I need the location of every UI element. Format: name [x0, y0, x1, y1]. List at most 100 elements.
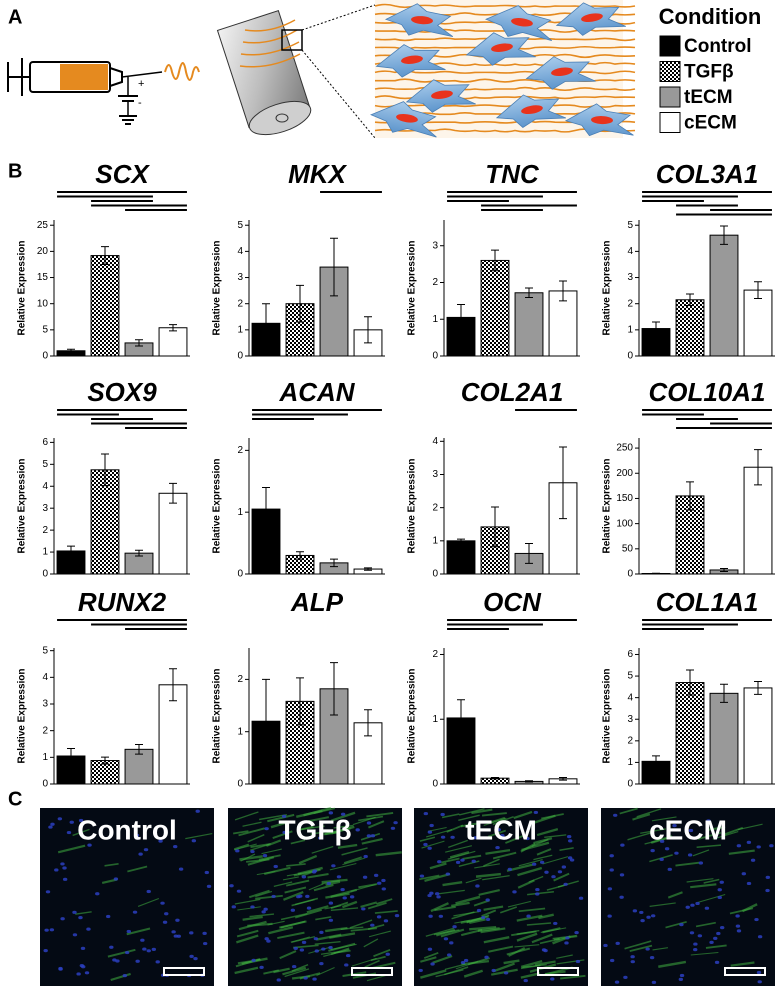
- bar: [446, 316, 476, 357]
- error-bar: [652, 755, 660, 768]
- y-tick-label: 15: [37, 272, 49, 283]
- bar-chart: SOX9 Relative Expression 0 1 2 3 4 5 6: [17, 377, 190, 580]
- y-tick-label: 0: [42, 351, 48, 362]
- error-bar: [559, 446, 567, 520]
- bar-chart: OCN Relative Expression 0 1 2: [407, 587, 580, 790]
- error-bar: [720, 567, 728, 572]
- cell: [384, 3, 454, 38]
- y-tick-label: 0: [42, 569, 48, 580]
- micrograph-label: tECM: [465, 814, 537, 845]
- error-bar: [525, 542, 533, 564]
- y-tick-label: 0: [432, 779, 438, 790]
- error-bar: [330, 662, 338, 716]
- error-bar: [364, 709, 372, 737]
- y-tick-label: 5: [42, 645, 48, 656]
- y-axis-label: Relative Expression: [407, 458, 418, 553]
- y-tick-label: 1: [42, 547, 48, 558]
- error-bar: [135, 549, 143, 557]
- y-tick-label: 20: [37, 246, 49, 257]
- cell: [564, 103, 634, 137]
- error-bar: [67, 545, 75, 557]
- chart-title: MKX: [288, 159, 347, 189]
- y-tick-label: 10: [37, 298, 49, 309]
- cell: [375, 44, 446, 78]
- error-bar: [754, 281, 762, 299]
- micrograph-label: cECM: [649, 814, 727, 845]
- y-tick-label: 50: [622, 543, 634, 554]
- micrograph-bg: [40, 808, 214, 986]
- error-bar: [364, 316, 372, 344]
- y-axis-label: Relative Expression: [407, 668, 418, 763]
- legend: Control TGFβ tECM cECM: [659, 35, 752, 134]
- y-tick-label: 1: [432, 314, 438, 325]
- y-tick-label: 4: [42, 481, 48, 492]
- cell: [525, 56, 596, 90]
- micrograph: Control: [40, 808, 214, 986]
- legend-swatch: [659, 112, 681, 133]
- syringe: [7, 58, 163, 125]
- y-axis-label: Relative Expression: [212, 668, 223, 763]
- legend-swatch: [659, 86, 681, 108]
- error-bar: [525, 287, 533, 299]
- y-tick-label: 3: [627, 272, 633, 283]
- bar: [514, 292, 544, 357]
- error-bar: [720, 225, 728, 245]
- chart-title: RUNX2: [78, 587, 167, 617]
- bar-chart: RUNX2 Relative Expression 0 1 2 3 4 5: [17, 587, 190, 790]
- panel-label: C: [8, 788, 22, 810]
- error-bar: [262, 486, 270, 532]
- bar: [158, 327, 188, 357]
- error-bar: [457, 304, 465, 331]
- bar-chart: SCX Relative Expression 0 5 10 15 20 25: [17, 159, 190, 362]
- micrograph-label: TGFβ: [278, 814, 351, 845]
- micrograph: tECM: [414, 808, 588, 986]
- y-tick-label: 2: [627, 298, 633, 309]
- y-tick-label: 1: [42, 752, 48, 763]
- error-bar: [296, 677, 304, 726]
- chart-title: OCN: [483, 587, 542, 617]
- y-tick-label: 0: [237, 569, 243, 580]
- error-bar: [720, 683, 728, 703]
- scale-bar: [724, 967, 766, 976]
- y-tick-label: 2: [42, 525, 48, 536]
- error-bar: [491, 777, 499, 780]
- error-bar: [754, 449, 762, 486]
- y-tick-label: 1: [432, 535, 438, 546]
- y-tick-label: 1: [432, 714, 438, 725]
- legend-label: TGFβ: [684, 62, 734, 83]
- y-tick-label: 0: [432, 351, 438, 362]
- bar-chart: COL10A1 Relative Expression 0 50 100 150 200 25…: [602, 377, 775, 580]
- chart-title: TNC: [485, 159, 540, 189]
- micrograph: TGFβ: [228, 806, 402, 986]
- y-tick-label: 200: [616, 468, 633, 479]
- error-bar: [169, 482, 177, 504]
- error-bar: [364, 567, 372, 571]
- fiber: [374, 70, 636, 75]
- y-tick-label: 4: [237, 246, 243, 257]
- y-tick-label: 3: [42, 503, 48, 514]
- y-tick-label: 100: [616, 518, 633, 529]
- y-axis-label: Relative Expression: [17, 458, 28, 553]
- chart-title: ALP: [290, 587, 344, 617]
- chart-title: COL2A1: [461, 377, 564, 407]
- panel-label: A: [8, 6, 22, 28]
- y-axis-label: Relative Expression: [602, 668, 613, 763]
- bar-chart: MKX Relative Expression 0 1 2 3 4 5: [212, 159, 385, 362]
- bar-chart: ACAN Relative Expression 0 1 2: [212, 377, 385, 580]
- mandrel: [216, 4, 376, 139]
- error-bar: [525, 780, 533, 783]
- error-bar: [296, 284, 304, 323]
- y-tick-label: 2: [42, 725, 48, 736]
- bar: [548, 290, 578, 357]
- chart-title: SCX: [95, 159, 150, 189]
- y-tick-label: 0: [432, 569, 438, 580]
- error-bar: [169, 324, 177, 332]
- legend-title: Condition: [659, 4, 762, 29]
- error-bar: [67, 748, 75, 764]
- error-bar: [491, 506, 499, 548]
- scale-bar: [163, 967, 205, 976]
- y-tick-label: 3: [432, 240, 438, 251]
- bar-chart: ALP Relative Expression 0 1 2: [212, 587, 385, 790]
